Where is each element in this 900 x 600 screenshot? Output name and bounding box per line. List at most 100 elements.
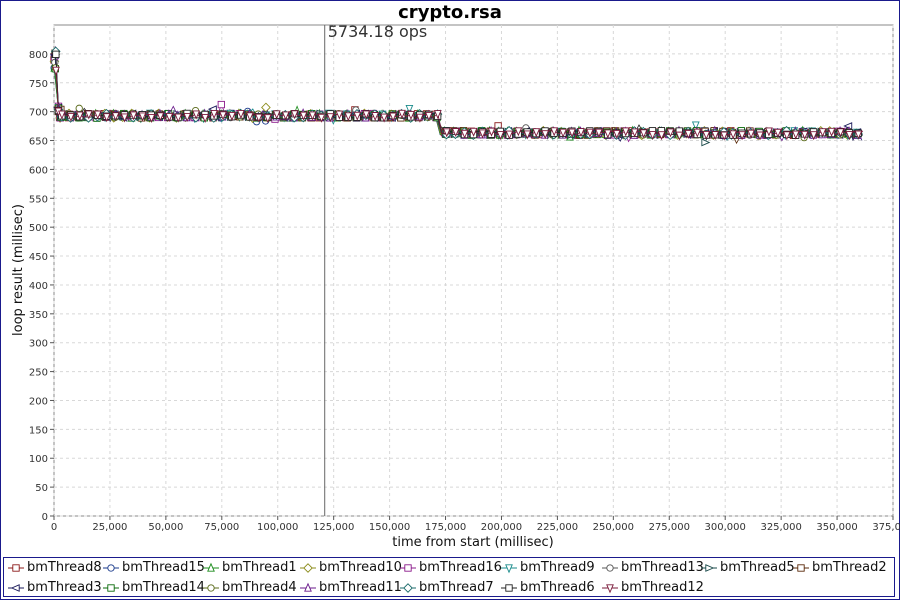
legend-label: bmThread4 [222, 580, 297, 595]
y-tick-label: 400 [29, 281, 48, 292]
legend-marker-icon [501, 563, 517, 573]
data-point [156, 112, 165, 122]
data-point [818, 128, 827, 138]
data-point [469, 127, 478, 137]
legend-marker [606, 563, 614, 572]
data-point [52, 50, 60, 58]
data-point [433, 110, 442, 120]
data-point [487, 127, 496, 137]
data-point [756, 131, 764, 141]
data-point [217, 100, 225, 109]
legend-marker-icon [701, 563, 717, 572]
legend-marker-icon [501, 583, 517, 592]
data-point [701, 138, 711, 147]
x-tick-label: 350,000 [816, 522, 857, 533]
legend-marker [107, 583, 115, 592]
data-point [263, 114, 272, 124]
legend-item: bmThread14 [103, 580, 205, 595]
chart-svg: crypto.rsa 0 25,000 50,000 75,000 100,000 125… [11, 2, 900, 550]
data-point [845, 131, 854, 141]
legend-marker-icon [203, 562, 219, 572]
data-point [595, 128, 603, 138]
legend-label: bmThread14 [122, 580, 205, 595]
legend-label: bmThread11 [319, 580, 402, 595]
data-point [58, 110, 66, 120]
y-tick-label: 300 [29, 339, 48, 350]
data-point [720, 131, 729, 141]
x-tick-label: 250,000 [593, 522, 634, 533]
data-point [228, 111, 236, 121]
data-point [809, 131, 818, 141]
data-point [52, 66, 60, 76]
legend-label: bmThread1 [222, 560, 297, 575]
legend-marker-icon [103, 563, 119, 572]
data-point [290, 110, 299, 120]
legend-marker [12, 563, 20, 572]
legend-label: bmThread8 [27, 560, 102, 575]
data-point [657, 131, 666, 141]
data-point [111, 112, 120, 122]
legend-marker [404, 563, 412, 572]
y-tick-label: 200 [29, 396, 48, 407]
y-tick-label: 100 [29, 454, 48, 465]
y-tick-label: 550 [29, 194, 48, 205]
data-point [192, 110, 201, 120]
legend-item: bmThread11 [300, 580, 402, 595]
data-point [827, 127, 836, 137]
legend-item: bmThread15 [103, 560, 205, 575]
y-tick-label: 50 [35, 483, 48, 494]
x-tick-label: 375,000 [872, 522, 900, 533]
legend-marker [505, 583, 513, 592]
legend-item: bmThread13 [602, 560, 704, 575]
legend-marker [107, 563, 115, 572]
data-point [344, 112, 353, 122]
data-point [201, 114, 210, 123]
legend-marker [207, 583, 215, 592]
data-point [550, 127, 559, 137]
data-point [621, 127, 630, 137]
data-point [747, 129, 755, 139]
data-point [138, 112, 147, 122]
data-point [843, 122, 853, 130]
legend-label: bmThread12 [621, 580, 704, 595]
data-point [791, 130, 800, 140]
data-point [353, 111, 362, 121]
legend-item: bmThread5 [701, 560, 795, 575]
data-point [451, 128, 460, 138]
grid-layer [53, 25, 894, 517]
legend-marker-icon [203, 583, 219, 592]
plot-area [53, 24, 894, 517]
data-point [684, 130, 693, 140]
data-point [836, 128, 845, 138]
data-point [335, 110, 344, 120]
annotation-label: 5734.18 ops [328, 22, 428, 41]
data-point [398, 109, 406, 119]
series-layer [49, 45, 864, 147]
data-point [237, 109, 245, 119]
data-point [648, 131, 657, 141]
y-tick-label: 150 [29, 425, 48, 436]
x-tick-label: 25,000 [92, 522, 127, 533]
data-point [532, 128, 541, 138]
data-point [586, 128, 594, 138]
data-point [559, 128, 567, 138]
legend-label: bmThread3 [27, 580, 102, 595]
legend-item: bmThread12 [602, 580, 704, 595]
legend-label: bmThread5 [720, 560, 795, 575]
data-point [603, 129, 612, 139]
y-tick-label: 750 [29, 79, 48, 90]
data-point [299, 111, 308, 121]
legend-marker [505, 563, 513, 573]
data-point [405, 105, 414, 115]
data-point [129, 111, 138, 121]
legend-label: bmThread2 [812, 560, 887, 575]
data-point [210, 110, 218, 120]
data-point [854, 130, 863, 140]
legend-item: bmThread4 [203, 580, 297, 595]
data-point [675, 131, 684, 141]
legend-item: bmThread9 [501, 560, 595, 575]
data-point [174, 113, 183, 123]
legend-item: bmThread16 [400, 560, 502, 575]
data-point [75, 111, 84, 121]
legend-marker-icon [8, 563, 24, 572]
